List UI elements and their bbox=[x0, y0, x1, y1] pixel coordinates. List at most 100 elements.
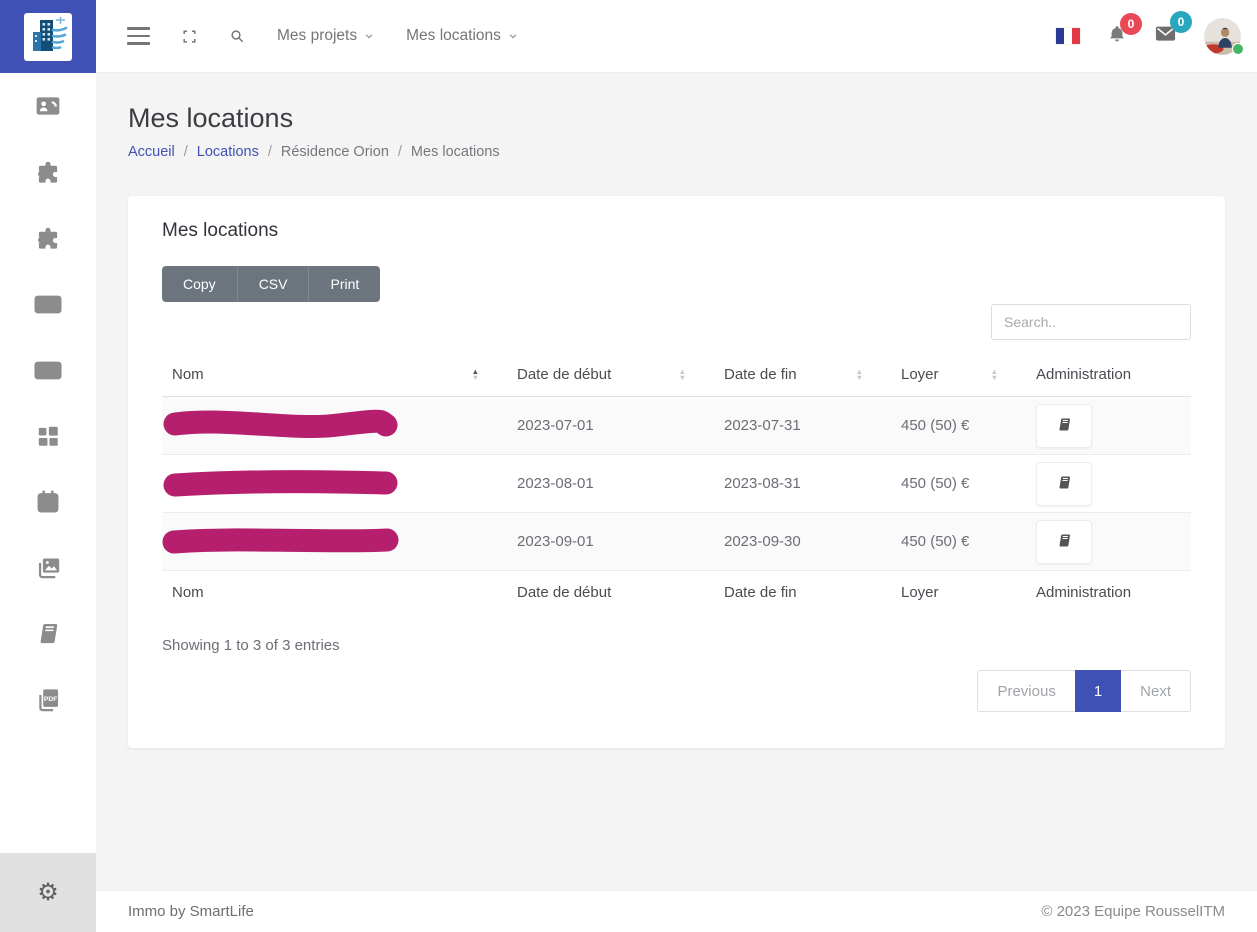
cell-nom bbox=[162, 454, 507, 513]
pagination-page-1-button[interactable]: 1 bbox=[1074, 670, 1122, 712]
mail-badge: 0 bbox=[1170, 11, 1192, 33]
french-flag-icon[interactable] bbox=[1056, 28, 1080, 44]
search-input[interactable] bbox=[991, 304, 1191, 340]
table-row: 2023-08-01 2023-08-31 450 (50) € bbox=[162, 454, 1191, 513]
sort-icon: ▲ ▼ bbox=[990, 366, 998, 382]
puzzle-icon bbox=[35, 225, 61, 256]
footer-copyright: © 2023 Equipe RousselITM bbox=[1041, 903, 1225, 920]
pagination-previous-button[interactable]: Previous bbox=[977, 670, 1075, 712]
cell-nom bbox=[162, 396, 507, 455]
app-logo-icon bbox=[24, 12, 72, 61]
table-info: Showing 1 to 3 of 3 entries bbox=[162, 637, 340, 654]
hamburger-menu-icon[interactable] bbox=[127, 27, 150, 45]
breadcrumb-locations[interactable]: Locations bbox=[196, 144, 259, 160]
column-header-administration: Administration bbox=[1026, 356, 1191, 397]
cell-loyer: 450 (50) € bbox=[891, 454, 1026, 513]
footer-column-administration: Administration bbox=[1036, 584, 1132, 601]
nav-menu-mes-projets[interactable]: Mes projets bbox=[277, 27, 374, 45]
breadcrumb-accueil[interactable]: Accueil bbox=[128, 144, 175, 160]
images-icon bbox=[35, 554, 62, 586]
calendar-icon bbox=[35, 489, 61, 520]
navbar-right: 0 0 bbox=[1056, 11, 1244, 55]
user-avatar[interactable] bbox=[1204, 17, 1244, 55]
chevron-down-icon bbox=[509, 34, 517, 39]
gear-icon: ⚙ bbox=[37, 878, 59, 906]
page-title: Mes locations bbox=[128, 103, 294, 133]
sidebar-item-dashboard[interactable] bbox=[0, 405, 96, 471]
column-label: Date de fin bbox=[724, 366, 797, 383]
sidebar-item-calendar[interactable] bbox=[0, 471, 96, 537]
breadcrumb-current: Mes locations bbox=[410, 144, 500, 160]
sort-icon: ▲ ▼ bbox=[855, 366, 863, 382]
export-button-group: Copy CSV Print bbox=[162, 266, 381, 302]
sidebar: 1 1 bbox=[0, 0, 96, 932]
chevron-down-icon bbox=[365, 34, 373, 39]
footer-column-date-fin: Date de fin bbox=[724, 584, 797, 601]
top-navbar: Mes projets Mes locations 0 bbox=[96, 0, 1257, 73]
column-header-date-fin[interactable]: Date de fin ▲ ▼ bbox=[714, 356, 891, 397]
book-icon bbox=[1056, 532, 1073, 552]
column-header-date-debut[interactable]: Date de début ▲ ▼ bbox=[507, 356, 714, 397]
cell-date-fin: 2023-07-31 bbox=[714, 396, 891, 455]
print-button[interactable]: Print bbox=[308, 266, 381, 302]
administration-button[interactable] bbox=[1036, 461, 1092, 506]
money-bill-icon: 1 bbox=[34, 356, 62, 389]
page-footer: Immo by SmartLife © 2023 Equipe RousselI… bbox=[96, 890, 1257, 932]
sidebar-item-module-2[interactable] bbox=[0, 207, 96, 273]
cell-date-debut: 2023-09-01 bbox=[507, 512, 714, 571]
sidebar-item-settings[interactable]: ⚙ bbox=[0, 853, 96, 932]
administration-button[interactable] bbox=[1036, 519, 1092, 564]
pagination: Previous 1 Next bbox=[162, 670, 1191, 712]
messages-envelope[interactable]: 0 bbox=[1154, 11, 1192, 50]
book-icon bbox=[35, 620, 62, 652]
puzzle-icon bbox=[35, 159, 61, 190]
svg-text:1: 1 bbox=[46, 366, 51, 375]
dashboard-grid-icon bbox=[35, 423, 61, 454]
bell-badge: 0 bbox=[1120, 12, 1142, 35]
notifications-bell[interactable]: 0 bbox=[1107, 12, 1142, 49]
sidebar-item-payments-1[interactable]: 1 bbox=[0, 273, 96, 339]
sidebar-item-images[interactable] bbox=[0, 537, 96, 603]
sidebar-item-contacts[interactable] bbox=[0, 75, 96, 141]
nav-menu-label: Mes locations bbox=[406, 27, 501, 44]
cell-date-fin: 2023-09-30 bbox=[714, 512, 891, 571]
administration-button[interactable] bbox=[1036, 403, 1092, 448]
fullscreen-icon[interactable] bbox=[182, 29, 197, 44]
column-header-loyer[interactable]: Loyer ▲ ▼ bbox=[891, 356, 1026, 397]
column-label: Loyer bbox=[901, 366, 939, 383]
pagination-next-button[interactable]: Next bbox=[1121, 670, 1191, 712]
column-label: Nom bbox=[172, 366, 204, 383]
online-status-dot bbox=[1232, 42, 1244, 55]
navbar-left: Mes projets Mes locations bbox=[127, 27, 518, 45]
sort-icon: ▲ ▼ bbox=[678, 366, 686, 382]
cell-loyer: 450 (50) € bbox=[891, 512, 1026, 571]
breadcrumb-separator: / bbox=[267, 144, 272, 160]
cell-nom bbox=[162, 512, 507, 571]
cell-administration bbox=[1026, 396, 1191, 455]
sort-icon: ▲ ▼ bbox=[471, 366, 479, 382]
address-card-icon bbox=[35, 93, 61, 124]
column-header-nom[interactable]: Nom ▲ ▼ bbox=[162, 356, 507, 397]
cell-date-fin: 2023-08-31 bbox=[714, 454, 891, 513]
app-logo[interactable] bbox=[0, 0, 96, 73]
sidebar-item-module-1[interactable] bbox=[0, 141, 96, 207]
search-icon[interactable] bbox=[229, 28, 245, 44]
locations-card: Mes locations Copy CSV Print Nom bbox=[128, 196, 1225, 748]
nav-menu-mes-locations[interactable]: Mes locations bbox=[406, 27, 518, 45]
cell-administration bbox=[1026, 512, 1191, 571]
copy-button[interactable]: Copy bbox=[162, 266, 237, 302]
svg-text:1: 1 bbox=[46, 300, 51, 309]
sidebar-item-pdf[interactable]: PDF bbox=[0, 669, 96, 735]
breadcrumb-separator: / bbox=[397, 144, 402, 160]
sidebar-item-payments-2[interactable]: 1 bbox=[0, 339, 96, 405]
cell-administration bbox=[1026, 454, 1191, 513]
page-content: Mes locations Accueil / Locations / Rési… bbox=[96, 73, 1257, 890]
sidebar-nav: 1 1 bbox=[0, 73, 96, 853]
money-bill-icon: 1 bbox=[34, 290, 62, 323]
locations-table: Nom ▲ ▼ Date de début ▲ ▼ Date de fin ▲ ▼ bbox=[162, 356, 1191, 611]
csv-button[interactable]: CSV bbox=[236, 266, 309, 302]
redacted-name bbox=[163, 469, 398, 496]
sidebar-item-book[interactable] bbox=[0, 603, 96, 669]
book-icon bbox=[1056, 474, 1073, 494]
